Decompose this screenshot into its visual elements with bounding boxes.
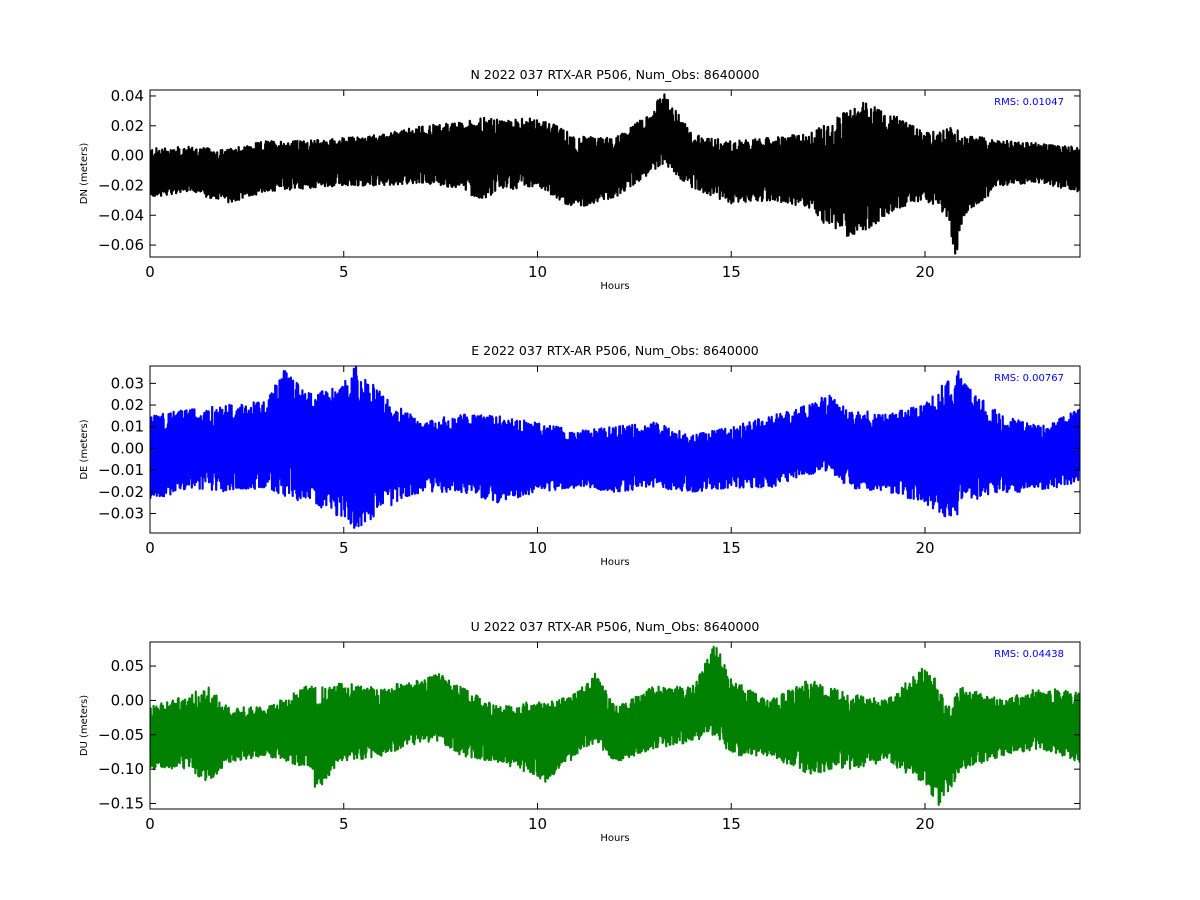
y-tick-label: −0.02 xyxy=(98,483,144,501)
x-axis-label: Hours xyxy=(600,557,629,568)
y-tick-label: 0.04 xyxy=(111,87,144,105)
y-tick-label: −0.06 xyxy=(98,236,144,254)
x-tick-label: 5 xyxy=(339,263,349,281)
y-tick-label: −0.04 xyxy=(98,206,144,224)
y-tick-label: −0.03 xyxy=(98,504,144,522)
y-tick-label: −0.10 xyxy=(98,760,144,778)
y-tick-label: −0.05 xyxy=(98,726,144,744)
x-tick-label: 0 xyxy=(145,815,155,833)
x-tick-label: 20 xyxy=(915,539,934,557)
rms-annotation: RMS: 0.00767 xyxy=(994,373,1064,384)
chart-title: N 2022 037 RTX-AR P506, Num_Obs: 8640000 xyxy=(471,67,760,82)
y-tick-label: 0.03 xyxy=(111,374,144,392)
y-tick-label: 0.01 xyxy=(111,418,144,436)
x-tick-label: 5 xyxy=(339,815,349,833)
rms-annotation: RMS: 0.04438 xyxy=(994,649,1064,660)
plot-frame xyxy=(149,89,1081,258)
y-axis-label: DE (meters) xyxy=(79,419,90,479)
x-tick-label: 15 xyxy=(722,539,741,557)
y-tick-label: 0.00 xyxy=(111,439,144,457)
chart-title: U 2022 037 RTX-AR P506, Num_Obs: 8640000 xyxy=(471,619,760,634)
y-tick-label: 0.00 xyxy=(111,691,144,709)
y-tick-label: 0.05 xyxy=(111,657,144,675)
x-tick-label: 5 xyxy=(339,539,349,557)
y-tick-label: −0.15 xyxy=(98,795,144,813)
y-tick-label: 0.02 xyxy=(111,117,144,135)
series-line-0 xyxy=(150,93,1080,255)
x-axis-label: Hours xyxy=(600,281,629,292)
plot-frame xyxy=(149,641,1081,810)
rms-annotation: RMS: 0.01047 xyxy=(994,97,1064,108)
y-axis-label: DN (meters) xyxy=(79,143,90,205)
plot-frame xyxy=(149,365,1081,534)
y-tick-label: −0.01 xyxy=(98,461,144,479)
x-tick-label: 10 xyxy=(528,263,547,281)
x-tick-label: 10 xyxy=(528,539,547,557)
x-tick-label: 10 xyxy=(528,815,547,833)
chart-panel-2: 0 5 10 15 20 −0.15 −0.10 −0.05 0.00 0.05 U 2022 03… xyxy=(79,619,1081,844)
series-line-2 xyxy=(150,645,1080,806)
x-tick-label: 15 xyxy=(722,815,741,833)
x-tick-label: 20 xyxy=(915,263,934,281)
chart-panel-1: 0 5 10 15 20 −0.03 −0.02 −0.01 0.00 0.01 0.02 0.03 E… xyxy=(79,343,1081,568)
series-line-1 xyxy=(150,366,1080,529)
x-tick-label: 20 xyxy=(915,815,934,833)
x-tick-label: 0 xyxy=(145,263,155,281)
y-tick-label: 0.00 xyxy=(111,147,144,165)
x-axis-label: Hours xyxy=(600,833,629,844)
chart-panel-0: 0 5 10 15 20 −0.06 −0.04 −0.02 0.00 0.02 0.04 N 202… xyxy=(79,67,1081,292)
y-tick-label: −0.02 xyxy=(98,176,144,194)
y-tick-label: 0.02 xyxy=(111,396,144,414)
chart-title: E 2022 037 RTX-AR P506, Num_Obs: 8640000 xyxy=(471,343,759,358)
x-tick-label: 0 xyxy=(145,539,155,557)
x-tick-label: 15 xyxy=(722,263,741,281)
y-axis-label: DU (meters) xyxy=(79,695,90,756)
